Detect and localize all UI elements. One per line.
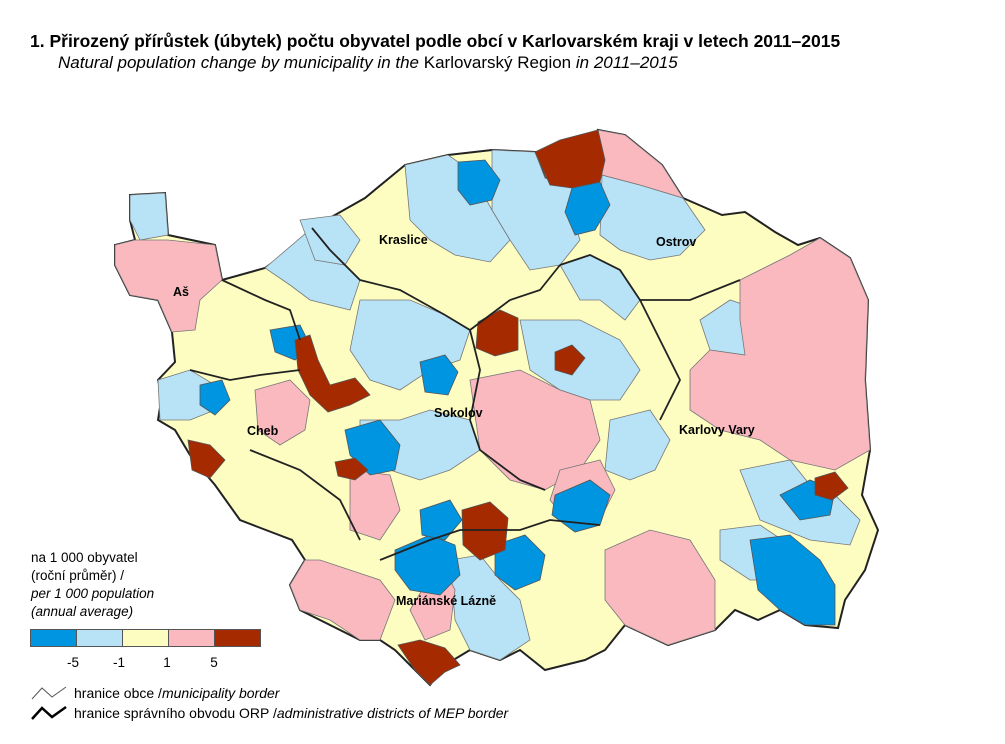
- legend-line-1: na 1 000 obyvatel: [31, 550, 138, 565]
- city-label-sokolov: Sokolov: [434, 406, 483, 420]
- legend-swatch-4: [169, 630, 215, 646]
- city-label-cheb: Cheb: [247, 424, 279, 438]
- dark-blue-areas: [199, 159, 836, 626]
- city-label-marianske-lazne: Mariánské Lázně: [396, 594, 496, 608]
- city-label-karlovy-vary: Karlovy Vary: [679, 423, 755, 437]
- legend-tick-1: -5: [66, 655, 79, 670]
- subtitle-part-1: Natural population change by municipalit…: [58, 53, 420, 72]
- city-label-as: Aš: [173, 285, 189, 299]
- legend-tick-3: 1: [163, 655, 171, 670]
- orp-border-label-cz: hranice správního obvodu ORP /: [74, 705, 277, 721]
- map-title: 1. Přirozený přírůstek (úbytek) počtu ob…: [30, 31, 841, 51]
- municipality-border-label-en: municipality border: [161, 685, 280, 701]
- legend-tick-2: -1: [112, 655, 125, 670]
- legend-tick-4: 5: [210, 655, 218, 670]
- legend-line-2: (roční průměr) /: [31, 568, 125, 583]
- legend-swatch-3: [123, 630, 169, 646]
- pink-areas: [114, 129, 871, 646]
- legend-swatch-5: [215, 630, 260, 646]
- orp-border-label-en: administrative districts of MEP border: [276, 705, 509, 721]
- legend-municipality-border: hranice obce / municipality border: [30, 685, 279, 701]
- municipality-border-label-cz: hranice obce /: [74, 685, 162, 701]
- legend-orp-border: hranice správního obvodu ORP / administr…: [30, 705, 508, 721]
- map-subtitle: Natural population change by municipalit…: [58, 53, 678, 73]
- city-label-kraslice: Kraslice: [379, 233, 428, 247]
- thick-line-icon: [31, 705, 67, 720]
- legend-swatch-2: [77, 630, 123, 646]
- legend-line-3: per 1 000 population: [31, 586, 155, 601]
- city-label-ostrov: Ostrov: [656, 235, 696, 249]
- thin-line-icon: [31, 686, 67, 700]
- subtitle-part-2: Karlovarský Region: [419, 53, 572, 72]
- legend-line-4: (annual average): [31, 604, 134, 619]
- orp-borders: [189, 227, 741, 561]
- subtitle-part-3: in 2011–2015: [571, 53, 678, 72]
- dark-red-areas: [187, 129, 849, 686]
- legend-swatch-1: [31, 630, 77, 646]
- legend-color-scale: [30, 629, 261, 647]
